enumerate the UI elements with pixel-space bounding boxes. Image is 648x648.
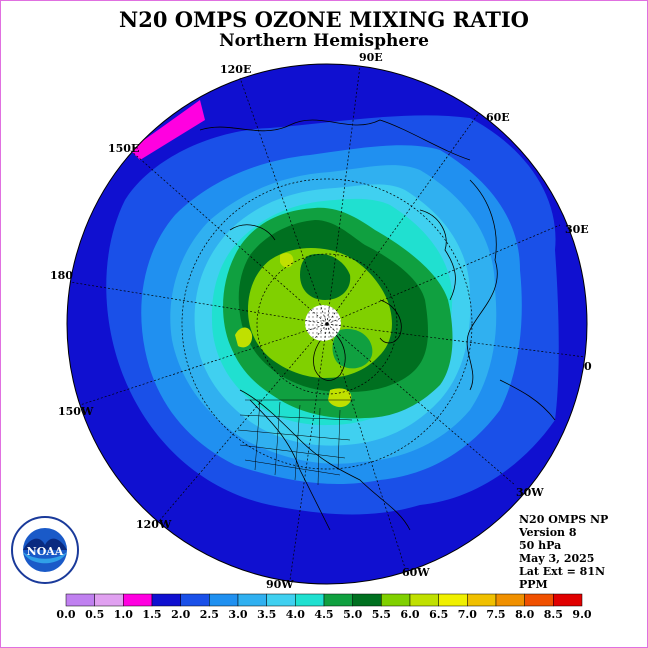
lon-label-60e: 60E: [486, 111, 510, 124]
colorbar-swatch: [151, 593, 181, 607]
map-boundary: [66, 63, 588, 585]
lon-label-60w: 60W: [402, 566, 430, 579]
info-lat-ext: Lat Ext = 81N: [519, 565, 606, 578]
colorbar-tick-label: 1.5: [142, 608, 162, 621]
colorbar-tick-label: 9.0: [572, 608, 592, 621]
colorbar-swatch: [467, 593, 497, 607]
us-state-grid: [237, 399, 355, 486]
colorbar-tick-label: 1.0: [113, 608, 133, 621]
colorbar-tick-label: 5.0: [343, 608, 363, 621]
colorbar-swatch: [237, 593, 267, 607]
info-block: N20 OMPS NP Version 8 50 hPa May 3, 2025…: [519, 513, 608, 591]
lon-label-120w: 120W: [136, 518, 172, 531]
colorbar-swatch: [209, 593, 239, 607]
colorbar-tick-label: 8.0: [515, 608, 535, 621]
colorbar-tick-label: 3.5: [257, 608, 277, 621]
lon-label-30w: 30W: [516, 486, 544, 499]
colorbar-swatch: [409, 593, 439, 607]
colorbar-tick-label: 7.5: [486, 608, 506, 621]
colorbar-swatch: [266, 593, 296, 607]
colorbar-swatch: [553, 593, 583, 607]
colorbar-tick-label: 2.0: [171, 608, 191, 621]
noaa-logo: NOAA: [11, 516, 79, 584]
info-product: N20 OMPS NP: [519, 513, 609, 526]
info-level: 50 hPa: [519, 539, 562, 552]
colorbar-swatch: [381, 593, 411, 607]
band-1.0-1.5: [130, 100, 205, 160]
colorbar-tick-label: 7.0: [457, 608, 477, 621]
colorbar-tick-label: 0.0: [56, 608, 76, 621]
colorbar-swatch: [524, 593, 554, 607]
colorbar-swatch: [323, 593, 353, 607]
lon-label-150w: 150W: [58, 405, 94, 418]
lon-label-30e: 30E: [565, 223, 589, 236]
colorbar: [65, 593, 583, 607]
colorbar-tick-label: 0.5: [85, 608, 105, 621]
band-6.0-6.5-spot: [280, 252, 294, 268]
graticule: [69, 65, 586, 581]
colorbar-swatch: [94, 593, 124, 607]
colorbar-tick-label: 8.5: [543, 608, 563, 621]
map-subtitle: Northern Hemisphere: [219, 31, 429, 51]
colorbar-tick-label: 4.5: [314, 608, 334, 621]
colorbar-swatch: [352, 593, 382, 607]
noaa-logo-text: NOAA: [27, 545, 64, 558]
band-5.0-5.5-lobe: [300, 253, 351, 300]
info-date: May 3, 2025: [519, 552, 595, 565]
colorbar-swatch: [495, 593, 525, 607]
colorbar-tick-label: 3.0: [228, 608, 248, 621]
colorbar-tick-label: 2.5: [199, 608, 219, 621]
colorbar-swatch: [65, 593, 95, 607]
colorbar-swatch: [180, 593, 210, 607]
coastlines: [199, 119, 556, 531]
colorbar-swatch: [438, 593, 468, 607]
lon-label-0: 0: [584, 360, 592, 373]
lon-label-90w: 90W: [266, 578, 294, 591]
lon-label-90e: 90E: [359, 51, 383, 64]
band-4.5-5.0-lobe: [332, 329, 373, 369]
colorbar-tick-label: 6.5: [429, 608, 449, 621]
colorbar-tick-label: 5.5: [371, 608, 391, 621]
colorbar-swatch: [123, 593, 153, 607]
colorbar-tick-label: 4.0: [285, 608, 305, 621]
colorbar-swatch: [295, 593, 325, 607]
lon-label-120e: 120E: [220, 63, 252, 76]
band-6.0-6.5-spot: [328, 388, 352, 408]
map-title: N20 OMPS OZONE MIXING RATIO: [119, 7, 529, 32]
info-units: PPM: [519, 578, 548, 591]
band-6.0-6.5-spot: [235, 327, 253, 348]
info-version: Version 8: [519, 526, 577, 539]
lon-label-150e: 150E: [108, 142, 140, 155]
colorbar-tick-label: 6.0: [400, 608, 420, 621]
lon-label-180: 180: [50, 269, 73, 282]
